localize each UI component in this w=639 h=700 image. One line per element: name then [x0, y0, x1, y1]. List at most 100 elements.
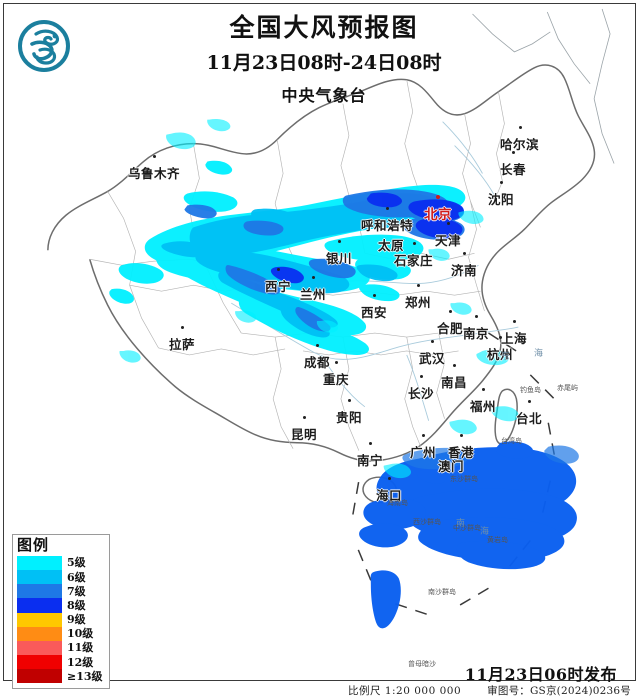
legend-color-swatch	[17, 555, 62, 570]
legend-item: 11级	[17, 640, 105, 656]
city-label: 长沙	[408, 386, 435, 401]
legend-item: 6级	[17, 569, 105, 585]
islet-label: 西沙群岛	[413, 518, 441, 526]
legend-item: ≥13级	[17, 669, 105, 684]
sea-label: 南	[456, 519, 469, 529]
city-label: 郑州	[405, 295, 432, 310]
city-marker-dot	[316, 344, 320, 347]
city-marker-dot	[412, 242, 416, 245]
sea-label: 东	[501, 352, 514, 362]
city-label: 昆明	[291, 427, 318, 442]
city-marker-dot	[512, 151, 516, 154]
legend-item-label: 8级	[67, 598, 86, 612]
city-marker-dot	[528, 400, 532, 403]
legend-item-label: 11级	[67, 641, 94, 655]
islet-label: 曾母暗沙	[408, 660, 436, 668]
city-label: 南京	[463, 326, 490, 341]
city-marker-dot	[436, 195, 441, 199]
legend-item-label: 9级	[67, 613, 86, 627]
legend-color-swatch	[17, 598, 62, 613]
city-marker-dot	[335, 361, 339, 364]
city-marker-dot	[449, 310, 453, 313]
legend-item-label: ≥13级	[67, 669, 103, 683]
legend-item: 8级	[17, 598, 105, 613]
city-marker-dot	[277, 268, 281, 271]
legend-color-swatch	[17, 640, 62, 656]
city-marker-dot	[450, 448, 454, 451]
legend-item-label: 12级	[67, 655, 94, 669]
city-marker-dot	[431, 340, 435, 343]
legend-color-swatch	[17, 626, 62, 641]
city-marker-dot	[348, 399, 352, 402]
city-label: 济南	[451, 263, 478, 278]
city-label: 北京	[424, 207, 452, 223]
islet-label: 黄岩岛	[487, 536, 508, 544]
city-label: 广州	[410, 445, 437, 460]
city-label: 长春	[500, 162, 527, 177]
city-label: 沈阳	[488, 192, 515, 207]
city-marker-dot	[417, 284, 421, 287]
city-label: 海口	[376, 488, 403, 503]
legend-color-swatch	[17, 655, 62, 670]
city-marker-dot	[422, 434, 426, 437]
legend-item-label: 7级	[67, 584, 86, 598]
city-label: 西安	[361, 305, 388, 320]
map-frame: 全国大风预报图 11月23日08时-24日08时 中央气象台 乌鲁木齐 拉萨 西宁兰…	[3, 3, 636, 690]
city-label: 兰州	[300, 287, 327, 302]
city-label: 台北	[516, 411, 543, 426]
city-marker-dot	[338, 240, 342, 243]
city-marker-dot	[373, 294, 377, 297]
city-marker-dot	[303, 416, 307, 419]
legend-color-swatch	[17, 584, 62, 599]
city-marker-dot	[181, 326, 185, 329]
legend-item: 9级	[17, 612, 105, 627]
city-marker-dot	[388, 477, 392, 480]
legend-item-label: 5级	[67, 556, 86, 570]
city-label: 合肥	[437, 321, 464, 336]
city-label: 武汉	[419, 351, 446, 366]
city-label: 南昌	[441, 375, 468, 390]
map-scale: 比例尺 1:20 000 000	[347, 685, 462, 697]
city-marker-dot	[463, 252, 467, 255]
city-label: 杭州	[487, 347, 514, 362]
legend-item: 10级	[17, 626, 105, 641]
city-label: 南宁	[357, 453, 384, 468]
release-time: 11月23日06时发布	[464, 665, 617, 684]
islet-label: 台湾岛	[501, 437, 522, 445]
islet-label: 中沙群岛	[453, 524, 481, 532]
city-label: 乌鲁木齐	[128, 166, 181, 181]
legend-color-swatch	[17, 669, 62, 684]
city-label: 石家庄	[394, 253, 434, 268]
cma-dragon-logo	[16, 16, 72, 76]
islet-label: 海南岛	[387, 499, 408, 507]
city-marker-dot	[513, 320, 517, 323]
city-marker-dot	[152, 155, 156, 158]
city-marker-dot	[385, 207, 389, 210]
legend-item-label: 6级	[67, 570, 86, 584]
city-marker-dot	[390, 227, 394, 230]
footer-meta: 比例尺 1:20 000 000 审图号：GS京(2024)0236号	[0, 681, 639, 700]
legend-rows: 5级 6级 7级 8级 9级 10级 11级 12级 ≥13级	[17, 555, 105, 684]
city-marker-dot	[475, 315, 479, 318]
legend-item-label: 10级	[67, 627, 94, 641]
city-label: 哈尔滨	[500, 137, 540, 152]
legend-item: 5级	[17, 555, 105, 570]
legend: 图例 5级 6级 7级 8级 9级 10级 11级 12级 ≥13级	[12, 534, 110, 690]
city-marker-dot	[518, 126, 522, 129]
city-marker-dot	[499, 336, 503, 339]
city-marker-dot	[420, 375, 424, 378]
islet-label: 东沙群岛	[450, 475, 478, 483]
legend-title: 图例	[17, 536, 50, 554]
islet-label: 南沙群岛	[428, 588, 456, 596]
city-marker-dot	[447, 222, 451, 225]
legend-color-swatch	[17, 569, 62, 585]
city-label: 拉萨	[169, 337, 196, 352]
legend-color-swatch	[17, 612, 62, 627]
city-label: 澳门	[438, 459, 465, 474]
city-label: 福州	[470, 399, 497, 414]
city-label: 天津	[435, 233, 462, 248]
legend-item: 7级	[17, 584, 105, 599]
city-marker-dot	[312, 276, 316, 279]
city-label: 贵阳	[336, 410, 363, 425]
